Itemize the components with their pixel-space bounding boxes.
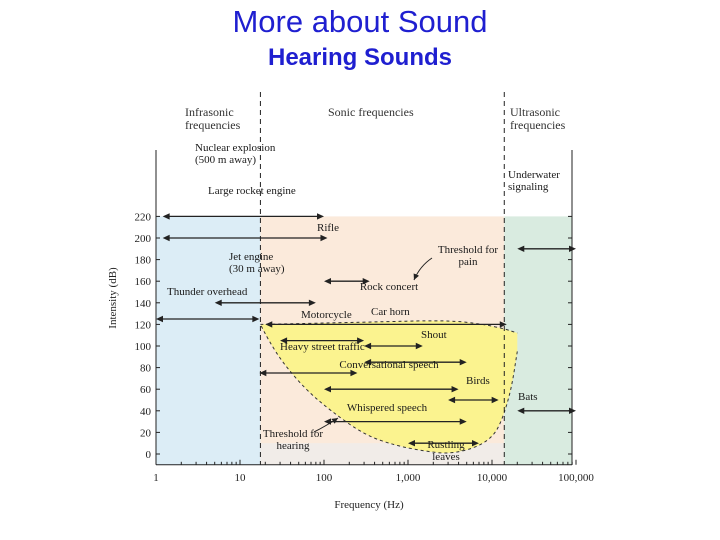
ultrasonic-label: Ultrasonic frequencies xyxy=(510,105,566,132)
arrowhead-left xyxy=(214,299,222,306)
arrowhead-left xyxy=(259,369,267,377)
arrowhead-right xyxy=(320,234,328,242)
infrasonic-region xyxy=(156,216,261,465)
arrowhead-right xyxy=(491,396,499,404)
arrowhead-right xyxy=(569,245,576,252)
y-tick-label: 160 xyxy=(135,276,152,288)
sound-label: Underwater signaling xyxy=(508,169,560,193)
arrowhead-right xyxy=(499,321,507,328)
y-tick-label: 100 xyxy=(135,341,152,353)
sound-range: Nuclear explosion (500 m away) xyxy=(162,142,324,220)
arrowhead-right xyxy=(357,337,365,344)
arrowhead-right xyxy=(459,418,467,425)
sound-label: Conversational speech xyxy=(339,359,439,371)
sound-range: Heavy street traffic xyxy=(259,341,365,377)
arrowhead-left xyxy=(156,315,163,323)
sound-label: Rustling leaves xyxy=(427,439,465,463)
arrowhead-right xyxy=(415,342,423,350)
sound-label: Bats xyxy=(518,391,538,403)
pain-threshold-arrow xyxy=(413,257,433,281)
x-tick-label: 100 xyxy=(316,472,333,484)
arrowhead-left xyxy=(364,359,372,366)
arrowhead-left xyxy=(280,337,288,344)
y-tick-label: 0 xyxy=(146,449,152,461)
sound-label: Birds xyxy=(466,375,490,387)
pain-threshold-label: Threshold for pain xyxy=(438,244,499,268)
sound-label: Large rocket engine xyxy=(208,185,296,197)
arrowhead-left xyxy=(324,386,331,393)
y-tick-label: 60 xyxy=(140,384,152,396)
y-axis-label: Intensity (dB) xyxy=(107,267,119,329)
slide-title: More about Sound xyxy=(232,4,488,39)
x-tick-label: 100,000 xyxy=(558,472,594,484)
sound-label: Jet engine (30 m away) xyxy=(229,251,285,275)
sound-label: Nuclear explosion (500 m away) xyxy=(195,142,276,166)
y-tick-label: 120 xyxy=(135,319,152,331)
arrowhead-right xyxy=(459,359,467,366)
hearing-threshold-arrow xyxy=(313,417,339,433)
slide-subtitle: Hearing Sounds xyxy=(267,44,453,71)
arrowhead-right xyxy=(308,299,316,306)
sound-label: Thunder overhead xyxy=(167,286,248,298)
x-axis-label: Frequency (Hz) xyxy=(334,499,404,511)
x-tick-label: 10 xyxy=(235,472,247,484)
arrowhead-right xyxy=(252,315,260,323)
arrowhead-left xyxy=(324,278,331,285)
arrowhead-right xyxy=(362,278,370,285)
y-tick-label: 200 xyxy=(135,233,152,245)
sound-range: Underwater signaling xyxy=(508,169,576,252)
y-tick-label: 40 xyxy=(140,406,152,418)
sound-ranges: Nuclear explosion (500 m away) Large rocke… xyxy=(156,142,576,463)
sound-label: Rifle xyxy=(317,222,339,234)
pain-threshold-curve xyxy=(260,320,518,334)
sound-range: Birds xyxy=(448,375,499,404)
x-tick-labels: 1 10 100 1,000 10,000 100,000 xyxy=(153,459,594,484)
x-tick-label: 1,000 xyxy=(396,472,421,484)
sound-range: Large rocket engine xyxy=(162,185,328,242)
y-tick-label: 140 xyxy=(135,298,152,310)
sound-range: Rock concert xyxy=(265,281,507,328)
arrowhead-left xyxy=(162,234,170,242)
sound-range: Shout xyxy=(364,329,467,366)
sound-range: Jet engine (30 m away) xyxy=(214,251,316,306)
arrowhead-right xyxy=(317,213,324,220)
arrowhead-left xyxy=(408,440,415,447)
y-tick-label: 20 xyxy=(140,427,152,439)
sound-range: Rifle xyxy=(317,222,370,285)
sound-label: Heavy street traffic xyxy=(280,341,365,353)
audible-region xyxy=(260,320,518,453)
sound-range: Rustling leaves xyxy=(408,439,479,463)
sound-range: Thunder overhead xyxy=(156,286,260,323)
arrowhead-right xyxy=(471,440,479,447)
arrowhead-left xyxy=(364,342,372,350)
sound-label: Shout xyxy=(421,329,447,341)
arrowhead-right xyxy=(350,369,358,377)
arrowhead-left xyxy=(448,396,456,404)
arrowhead-right xyxy=(451,386,459,393)
arrowhead-left xyxy=(265,321,273,328)
arrowhead-right xyxy=(569,407,576,414)
infrasonic-label: Infrasonic frequencies xyxy=(185,105,241,132)
x-tick-label: 10,000 xyxy=(477,472,508,484)
sound-label: Motorcycle xyxy=(301,309,352,321)
sound-range: Bats xyxy=(517,391,576,414)
sonic-label: Sonic frequencies xyxy=(328,105,414,119)
hearing-threshold-label: Threshold for hearing xyxy=(263,428,324,452)
y-tick-label: 220 xyxy=(135,211,152,223)
arrowhead-left xyxy=(517,245,525,252)
sound-label: Whispered speech xyxy=(347,402,428,414)
arrowhead-left xyxy=(162,213,170,220)
sound-range: Motorcycle xyxy=(280,309,365,344)
y-tick-label: 80 xyxy=(140,363,152,375)
sound-range: Conversational speech xyxy=(324,359,459,393)
x-tick-label: 1 xyxy=(153,472,159,484)
sound-range: Car horn xyxy=(364,306,423,350)
y-tick-label: 180 xyxy=(135,255,152,267)
sound-label: Rock concert xyxy=(360,281,418,293)
arrowhead-left xyxy=(517,407,525,414)
sound-label: Car horn xyxy=(371,306,410,318)
